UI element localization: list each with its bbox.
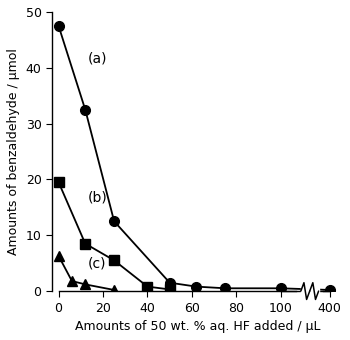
- Text: (b): (b): [88, 191, 107, 205]
- Bar: [301, 283, 318, 300]
- Text: (a): (a): [88, 51, 107, 65]
- Text: (c): (c): [88, 257, 106, 271]
- X-axis label: Amounts of 50 wt. % aq. HF added / μL: Amounts of 50 wt. % aq. HF added / μL: [75, 320, 320, 333]
- Y-axis label: Amounts of benzaldehyde / μmol: Amounts of benzaldehyde / μmol: [7, 48, 20, 255]
